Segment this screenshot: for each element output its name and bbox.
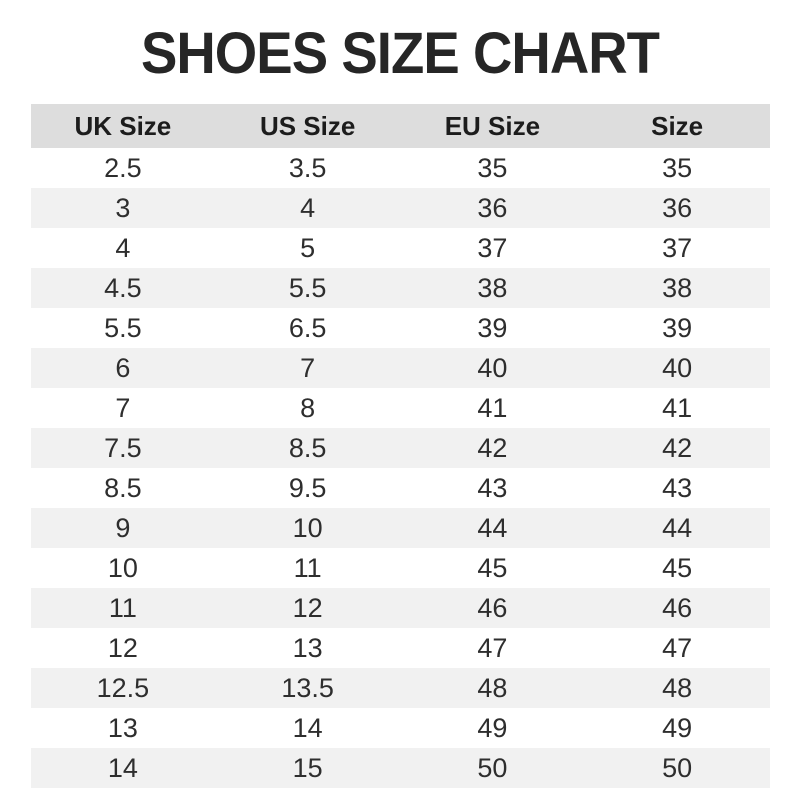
table-cell: 35: [662, 152, 693, 183]
table-cell: 41: [662, 392, 693, 423]
table-cell: 43: [662, 472, 693, 503]
table-cell: 37: [662, 232, 693, 263]
table-row: 10 11 45 45: [30, 548, 770, 588]
table-row: 11 12 46 46: [30, 588, 770, 628]
table-cell: 43: [477, 472, 508, 503]
table-cell: 39: [477, 312, 508, 343]
table-cell: 13.5: [281, 672, 334, 703]
table-row: 12.5 13.5 48 48: [30, 668, 770, 708]
table-row: 6 7 40 40: [30, 348, 770, 388]
table-cell: 13: [107, 712, 138, 743]
table-cell: 13: [292, 632, 323, 663]
table-cell: 38: [662, 272, 693, 303]
table-cell: 8: [300, 392, 316, 423]
table-cell: 12.5: [96, 672, 150, 703]
table-cell: 45: [477, 552, 508, 583]
table-cell: 14: [107, 752, 138, 783]
column-header-uk-size: UK Size: [30, 104, 216, 148]
table-cell: 37: [477, 232, 508, 263]
table-cell: 11: [108, 592, 137, 623]
table-header: UK Size US Size EU Size Size: [30, 104, 770, 148]
table-cell: 2.5: [104, 152, 142, 183]
table-row: 4.5 5.5 38 38: [30, 268, 770, 308]
table-cell: 41: [477, 392, 508, 423]
table-row: 9 10 44 44: [30, 508, 770, 548]
table-cell: 9.5: [288, 472, 327, 503]
table-cell: 44: [477, 512, 508, 543]
table-cell: 50: [662, 752, 693, 783]
table-row: 7 8 41 41: [30, 388, 770, 428]
table-row: 12 13 47 47: [30, 628, 770, 668]
table-cell: 39: [662, 312, 693, 343]
table-cell: 46: [662, 592, 693, 623]
page-title: SHOES SIZE CHART: [140, 21, 660, 86]
table-row: 5.5 6.5 39 39: [30, 308, 770, 348]
table-cell: 5.5: [104, 312, 142, 343]
size-chart-table: UK Size US Size EU Size Size 2.5 3.5 35 35 3…: [30, 104, 770, 788]
table-row: 8.5 9.5 43 43: [30, 468, 770, 508]
column-header-eu-size: EU Size: [400, 104, 585, 148]
table-cell: 12: [292, 592, 323, 623]
table-cell: 35: [477, 152, 508, 183]
table-cell: 7.5: [104, 432, 142, 463]
table-row: 4 5 37 37: [30, 228, 770, 268]
table-header-row: UK Size US Size EU Size Size: [30, 104, 770, 148]
table-cell: 45: [662, 552, 693, 583]
table-cell: 47: [477, 632, 508, 663]
table-cell: 5: [300, 232, 316, 263]
table-cell: 7: [115, 392, 131, 423]
table-cell: 50: [477, 752, 508, 783]
table-cell: 40: [662, 352, 693, 383]
table-cell: 10: [107, 552, 138, 583]
table-cell: 4: [115, 232, 131, 263]
table-cell: 36: [477, 192, 508, 223]
table-cell: 46: [477, 592, 508, 623]
table-cell: 10: [292, 512, 323, 543]
table-cell: 8.5: [104, 472, 142, 503]
table-cell: 7: [300, 352, 316, 383]
table-cell: 49: [662, 712, 693, 743]
table-cell: 36: [662, 192, 693, 223]
column-header-size: Size: [584, 104, 770, 148]
table-cell: 6: [115, 352, 131, 383]
table-cell: 48: [662, 672, 693, 703]
table-cell: 5.5: [288, 272, 327, 303]
table-cell: 42: [477, 432, 508, 463]
table-cell: 3.5: [288, 152, 327, 183]
table-row: 13 14 49 49: [30, 708, 770, 748]
table-row: 7.5 8.5 42 42: [30, 428, 770, 468]
table-cell: 11: [293, 552, 322, 583]
table-cell: 8.5: [288, 432, 327, 463]
table-cell: 4: [300, 192, 316, 223]
column-header-us-size: US Size: [215, 104, 400, 148]
table-cell: 47: [662, 632, 693, 663]
table-cell: 48: [477, 672, 508, 703]
table-cell: 40: [477, 352, 508, 383]
table-cell: 6.5: [288, 312, 327, 343]
table-cell: 42: [662, 432, 693, 463]
table-cell: 15: [292, 752, 323, 783]
table-cell: 14: [292, 712, 323, 743]
table-row: 14 15 50 50: [30, 748, 770, 788]
table-cell: 49: [477, 712, 508, 743]
table-cell: 38: [477, 272, 508, 303]
table-cell: 3: [115, 192, 131, 223]
table-cell: 44: [662, 512, 693, 543]
table-cell: 4.5: [104, 272, 142, 303]
table-row: 2.5 3.5 35 35: [30, 148, 770, 188]
table-cell: 9: [115, 512, 131, 543]
table-row: 3 4 36 36: [30, 188, 770, 228]
table-body: 2.5 3.5 35 35 3 4 36 36 4 5 37 37 4.5 5.5 38 38 5.5 6.5 39…: [30, 148, 770, 788]
table-cell: 12: [107, 632, 138, 663]
